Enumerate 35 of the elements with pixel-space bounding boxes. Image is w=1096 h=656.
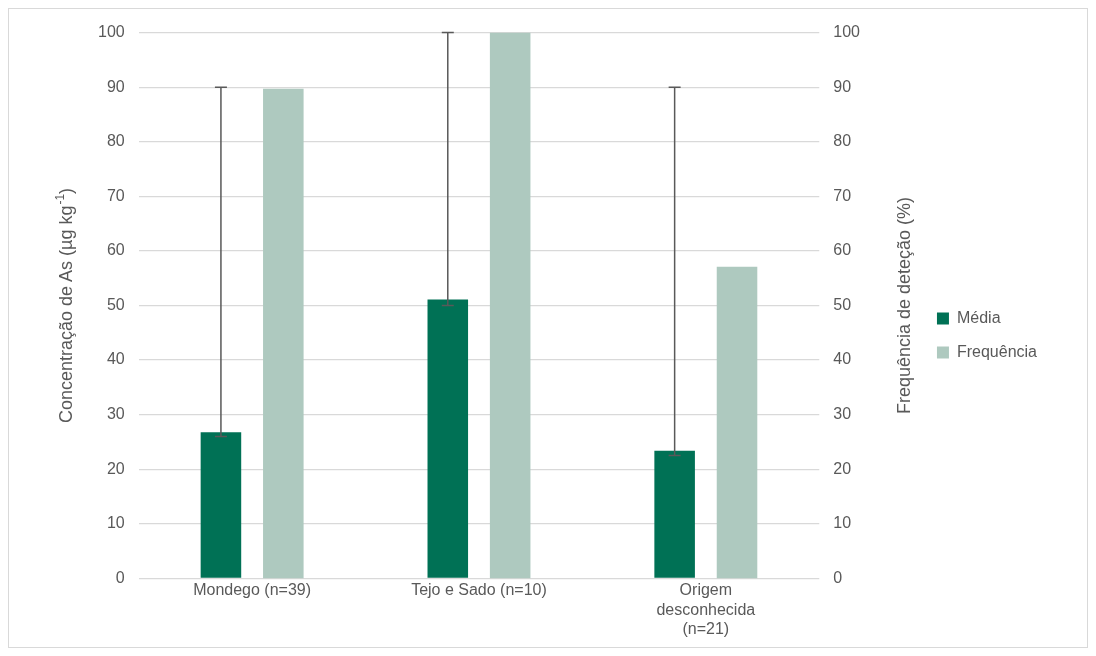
y-tick-label: 100 [97,23,125,41]
y-axis-title: Concentração de As (µg kg-1) [53,187,76,424]
bar [654,450,695,578]
y-tick-label: 10 [106,514,125,532]
y2-tick-label: 70 [833,186,852,204]
x-tick-label: Tejo e Sado (n=10) [411,581,547,599]
y-tick-label: 40 [106,350,125,368]
legend-label: Média [956,308,1001,326]
bar [263,88,304,579]
y2-tick-label: 50 [833,295,852,313]
bar [427,299,469,578]
x-tick-label: Mondego (n=39) [193,581,312,599]
y-tick-label: 20 [106,459,125,477]
x-tick-label: Origem desconhecida (n=21) [656,581,756,637]
y-tick-label: 50 [106,295,125,313]
y2-tick-label: 100 [833,23,861,41]
y-tick-label: 80 [106,132,125,150]
y2-tick-label: 90 [833,77,852,95]
y-tick-label: 90 [106,77,125,95]
y2-tick-label: 20 [833,459,852,477]
y2-tick-label: 80 [833,132,852,150]
bar [716,266,758,579]
bar [489,32,531,579]
y-tick-label: 0 [115,568,125,586]
legend-label: Frequência [956,342,1038,360]
y2-tick-label: 60 [833,241,852,259]
y2-tick-label: 30 [833,405,852,423]
y-tick-label: 70 [106,186,125,204]
y2-tick-label: 40 [833,350,852,368]
y2-tick-label: 10 [833,514,852,532]
y2-axis-title: Frequência de deteção (%) [893,196,914,415]
y-tick-label: 30 [106,405,125,423]
y-tick-label: 60 [106,241,125,259]
bar [200,432,242,578]
y2-tick-label: 0 [833,568,843,586]
